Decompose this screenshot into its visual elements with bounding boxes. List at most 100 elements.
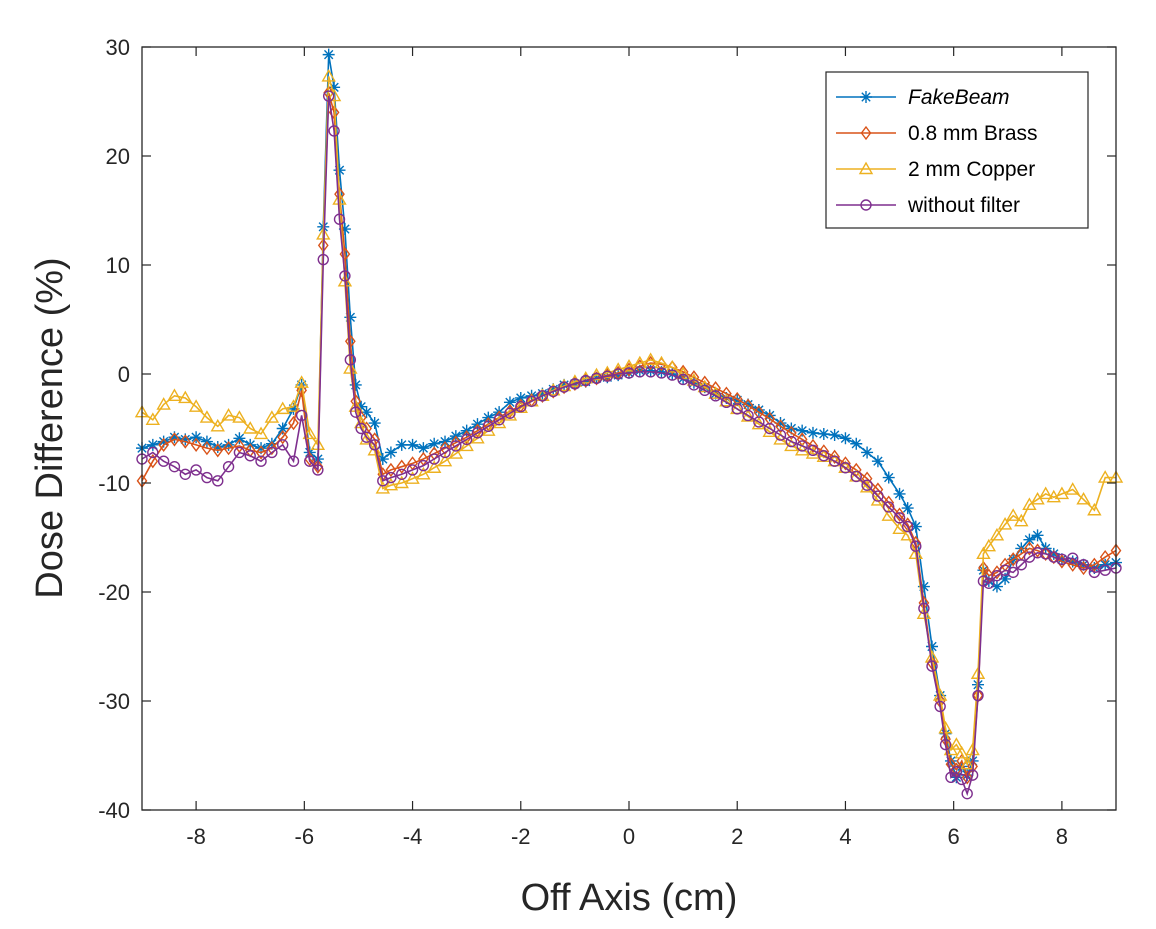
data-point-fakebeam [926,640,939,653]
data-point-without-filter [850,470,862,483]
data-point-0-8-mm-brass [288,415,299,431]
data-point-without-filter [385,471,397,484]
data-point-2-mm-copper [221,408,236,421]
data-point-without-filter [417,459,430,472]
data-point-without-filter [328,125,340,137]
data-point-0-8-mm-brass [978,560,989,576]
data-point-fakebeam [344,311,357,324]
data-point-2-mm-copper [459,438,474,452]
series-2-mm-copper [134,69,1124,770]
data-point-2-mm-copper [708,386,723,399]
data-point-without-filter [828,455,841,467]
data-point-without-filter [244,450,256,462]
data-point-without-filter [569,378,581,390]
data-point-without-filter [360,431,373,443]
data-point-fakebeam [146,438,159,451]
data-point-fakebeam [796,424,809,437]
data-point-without-filter [450,440,462,452]
data-point-without-filter [1088,566,1101,579]
legend-item-without-filter: without filter [836,194,1020,217]
data-point-2-mm-copper [448,446,464,459]
data-point-without-filter [339,270,351,282]
data-point-0-8-mm-brass [1007,552,1019,567]
data-point-without-filter [1099,564,1111,576]
legend-item-fakebeam: FakeBeam [836,86,1010,109]
data-point-2-mm-copper [881,508,896,521]
data-point-2-mm-copper [675,366,691,380]
data-point-2-mm-copper [954,745,969,759]
data-point-0-8-mm-brass [169,432,180,447]
y-tick-label: -20 [98,580,130,605]
data-point-fakebeam [384,446,397,459]
data-point-fakebeam [806,426,819,439]
data-point-fakebeam [901,502,914,515]
data-point-fakebeam [211,441,224,454]
data-point-without-filter [396,468,408,480]
data-point-2-mm-copper [959,756,975,770]
data-point-0-8-mm-brass [699,375,711,390]
data-point-2-mm-copper [394,475,409,489]
data-point-2-mm-copper [621,358,637,372]
legend-marker-fakebeam [860,91,872,103]
data-point-without-filter [807,444,819,456]
data-point-without-filter [699,384,711,397]
data-point-without-filter [872,490,884,502]
data-point-without-filter [1056,553,1068,565]
data-point-2-mm-copper [275,401,290,415]
data-point-without-filter [255,455,267,467]
data-point-without-filter [961,787,973,800]
data-point-2-mm-copper [578,370,593,384]
data-point-fakebeam [774,417,787,430]
data-point-without-filter [168,460,181,473]
data-point-2-mm-copper [976,546,991,560]
data-point-2-mm-copper [949,737,964,750]
x-tick-label: 2 [731,824,743,849]
data-point-2-mm-copper [437,453,453,467]
legend-item-0-8-mm-brass: 0.8 mm Brass [836,122,1038,145]
y-tick-label: 20 [106,144,130,169]
data-point-2-mm-copper [253,426,269,440]
data-point-2-mm-copper [302,426,317,440]
data-point-0-8-mm-brass [255,445,267,460]
data-point-without-filter [966,769,979,781]
data-point-without-filter [350,406,362,418]
legend-label-without-filter: without filter [907,194,1020,217]
data-point-fakebeam [368,417,381,430]
data-point-fakebeam [731,394,744,407]
y-tick-label: -40 [98,798,130,823]
data-point-2-mm-copper [1014,513,1029,527]
data-point-2-mm-copper [178,390,193,404]
data-point-fakebeam [893,487,906,500]
data-point-2-mm-copper [908,546,923,560]
data-point-fakebeam [763,409,776,422]
data-point-2-mm-copper [232,410,247,423]
data-point-without-filter [233,446,246,459]
data-point-without-filter [344,354,357,366]
data-point-without-filter [612,368,624,380]
data-point-without-filter [322,90,335,102]
data-point-fakebeam [190,431,203,444]
x-tick-label: 6 [948,824,960,849]
series-without-filter [136,90,1122,800]
data-point-2-mm-copper [286,399,301,412]
data-point-fakebeam [990,580,1003,593]
data-point-0-8-mm-brass [223,440,234,456]
data-point-2-mm-copper [321,69,336,82]
data-point-2-mm-copper [989,527,1005,541]
data-point-2-mm-copper [1097,470,1113,483]
data-point-without-filter [333,213,346,225]
data-point-without-filter [317,253,329,266]
data-point-without-filter [991,569,1003,582]
data-point-fakebeam [222,438,235,451]
data-point-without-filter [893,512,906,524]
data-point-2-mm-copper [567,374,583,387]
data-point-without-filter [818,450,830,462]
data-point-without-filter [623,367,635,379]
data-point-without-filter [493,414,505,426]
data-point-fakebeam [547,383,560,396]
data-point-0-8-mm-brass [201,440,213,456]
data-point-without-filter [312,464,324,476]
data-point-2-mm-copper [556,378,572,392]
data-point-without-filter [428,453,440,465]
